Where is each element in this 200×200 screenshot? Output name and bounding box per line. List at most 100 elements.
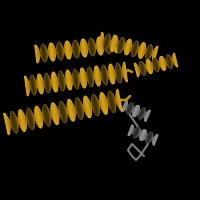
Polygon shape — [40, 74, 43, 93]
Polygon shape — [116, 92, 120, 109]
Polygon shape — [134, 127, 139, 138]
Polygon shape — [76, 71, 79, 87]
Polygon shape — [75, 40, 78, 58]
Polygon shape — [125, 39, 129, 54]
Polygon shape — [164, 59, 166, 67]
Polygon shape — [54, 72, 57, 91]
Polygon shape — [43, 105, 48, 126]
Polygon shape — [68, 70, 71, 89]
Polygon shape — [97, 39, 99, 53]
Polygon shape — [67, 102, 71, 119]
Polygon shape — [19, 112, 22, 130]
Polygon shape — [66, 108, 67, 115]
Polygon shape — [19, 111, 24, 131]
Polygon shape — [26, 116, 28, 123]
Polygon shape — [35, 107, 40, 128]
Polygon shape — [73, 41, 76, 58]
Polygon shape — [55, 74, 58, 90]
Polygon shape — [148, 45, 152, 60]
Polygon shape — [123, 63, 127, 82]
Polygon shape — [99, 33, 103, 48]
Polygon shape — [141, 43, 145, 58]
Polygon shape — [98, 68, 100, 84]
Polygon shape — [50, 43, 53, 61]
Polygon shape — [82, 105, 83, 111]
Polygon shape — [145, 113, 146, 117]
Polygon shape — [138, 132, 140, 135]
Polygon shape — [53, 45, 55, 59]
Polygon shape — [66, 71, 69, 90]
Polygon shape — [65, 77, 66, 83]
Polygon shape — [73, 70, 77, 89]
Polygon shape — [161, 57, 165, 70]
Polygon shape — [104, 34, 108, 49]
Polygon shape — [108, 36, 111, 53]
Polygon shape — [112, 39, 114, 50]
Polygon shape — [43, 107, 47, 124]
Polygon shape — [30, 79, 32, 91]
Polygon shape — [28, 108, 33, 130]
Polygon shape — [44, 44, 47, 61]
Polygon shape — [6, 115, 10, 132]
Polygon shape — [96, 66, 99, 86]
Polygon shape — [100, 37, 103, 54]
Polygon shape — [67, 70, 70, 90]
Polygon shape — [93, 94, 98, 116]
Polygon shape — [70, 44, 72, 55]
Polygon shape — [84, 39, 87, 56]
Polygon shape — [136, 64, 139, 75]
Polygon shape — [118, 37, 123, 53]
Polygon shape — [111, 64, 114, 83]
Polygon shape — [153, 135, 158, 145]
Polygon shape — [61, 44, 63, 58]
Polygon shape — [40, 110, 43, 123]
Polygon shape — [32, 75, 35, 95]
Polygon shape — [52, 103, 57, 124]
Polygon shape — [147, 132, 152, 143]
Polygon shape — [44, 77, 46, 89]
Polygon shape — [149, 134, 153, 142]
Polygon shape — [116, 67, 118, 79]
Polygon shape — [146, 63, 148, 71]
Polygon shape — [92, 38, 95, 55]
Polygon shape — [67, 108, 69, 114]
Polygon shape — [55, 105, 59, 122]
Polygon shape — [49, 111, 51, 118]
Polygon shape — [112, 36, 117, 51]
Polygon shape — [66, 41, 69, 59]
Polygon shape — [135, 43, 138, 55]
Polygon shape — [146, 45, 150, 59]
Polygon shape — [53, 72, 57, 92]
Polygon shape — [36, 45, 39, 62]
Polygon shape — [118, 42, 119, 47]
Polygon shape — [39, 74, 42, 94]
Polygon shape — [60, 71, 63, 91]
Polygon shape — [150, 62, 153, 70]
Polygon shape — [47, 73, 50, 92]
Polygon shape — [153, 136, 155, 142]
Polygon shape — [76, 100, 79, 118]
Polygon shape — [27, 80, 29, 92]
Polygon shape — [90, 67, 93, 86]
Polygon shape — [90, 103, 92, 109]
Polygon shape — [138, 47, 140, 52]
Polygon shape — [72, 47, 73, 52]
Polygon shape — [160, 57, 164, 70]
Polygon shape — [104, 39, 105, 43]
Polygon shape — [64, 105, 67, 118]
Polygon shape — [144, 49, 146, 54]
Polygon shape — [43, 113, 44, 119]
Polygon shape — [124, 44, 126, 49]
Polygon shape — [62, 73, 65, 89]
Polygon shape — [26, 78, 29, 94]
Polygon shape — [105, 97, 108, 109]
Polygon shape — [112, 42, 113, 47]
Polygon shape — [147, 60, 151, 73]
Polygon shape — [149, 46, 152, 59]
Polygon shape — [59, 109, 60, 116]
Polygon shape — [140, 131, 142, 137]
Polygon shape — [43, 110, 46, 122]
Polygon shape — [44, 105, 50, 126]
Polygon shape — [84, 96, 90, 118]
Polygon shape — [166, 58, 168, 66]
